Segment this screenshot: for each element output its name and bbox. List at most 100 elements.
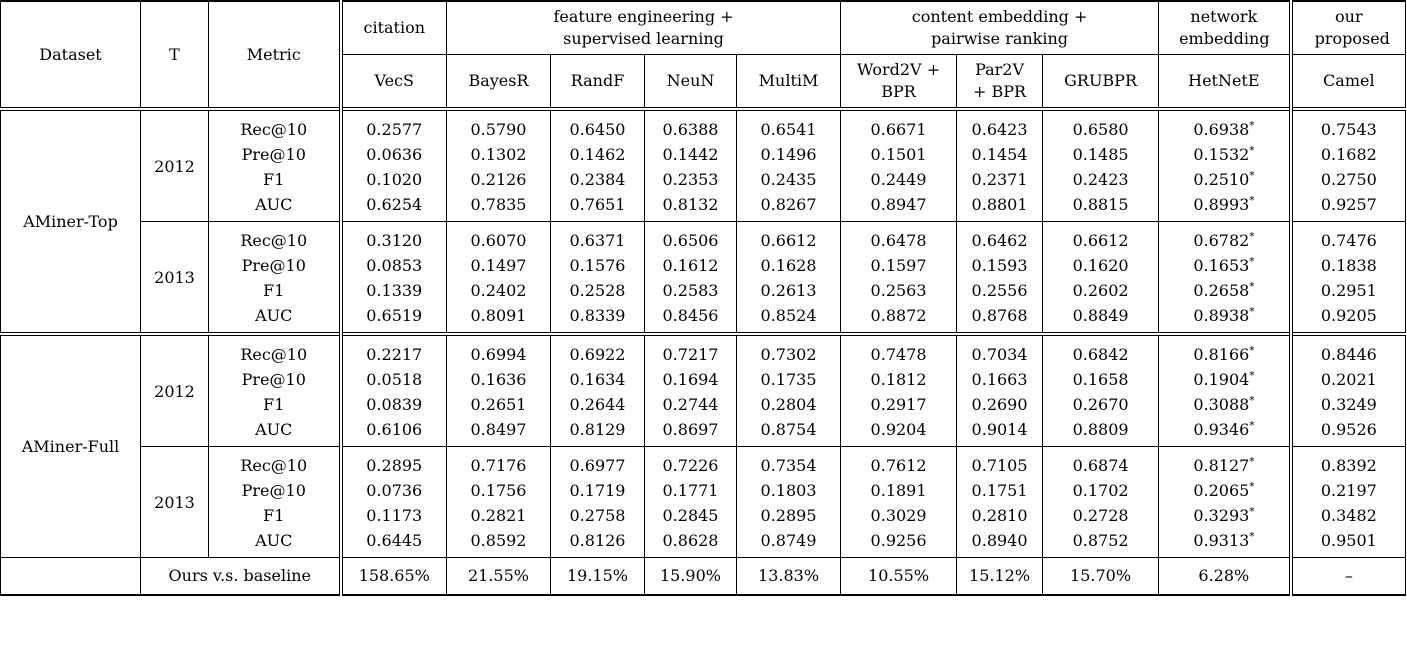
value-cell: 0.2583 [644,278,737,303]
value-cell: 0.1751 [956,478,1043,503]
table-row: 2013 Rec@10 0.3120 0.6070 0.6371 0.6506 0.6612… [1,221,1407,334]
value-cell: 0.2126 [446,167,551,192]
summary-value-cell: 15.12% [956,557,1043,596]
value-cell: 0.8697 [644,417,737,447]
table-row: AUC 0.6106 0.8497 0.8129 0.8697 0.8754 0.9204 0… [1,417,1407,447]
method-header-0: VecS [338,54,447,109]
value-cell: 0.2895 [735,503,841,528]
metric-cell: AUC [208,192,341,222]
value-cell: 0.8768 [956,303,1043,334]
significance-marker: * [1249,145,1255,157]
table-row: F1 0.1173 0.2821 0.2758 0.2845 0.2895 0.3029 0.… [1,503,1407,528]
table-row: F1 0.0839 0.2651 0.2644 0.2744 0.2804 0.2917 0.… [1,392,1407,417]
value-cell: 0.8940 [956,528,1043,558]
value-cell: 0.8127* [1158,446,1291,478]
summary-value-cell: – [1288,557,1407,596]
table-row: AUC 0.6519 0.8091 0.8339 0.8456 0.8524 0.8872 0… [1,303,1407,334]
value-cell: 0.2065* [1158,478,1291,503]
value-cell: 0.2895 [338,446,447,478]
value-cell: 0.2651 [446,392,551,417]
value-cell: 0.6254 [338,192,447,222]
value-cell: 0.1702 [1042,478,1159,503]
group-header-content-embedding: content embedding + pairwise ranking [840,0,1159,55]
table-row: AMiner-Full 2012 Rec@10 0.2217 0.6994 0.6922 0… [0,332,1407,558]
value-cell: 0.8091 [446,303,551,334]
value-cell: 0.3293* [1158,503,1291,528]
best-value-cell: 0.3482 [1288,503,1407,528]
value-cell: 0.2528 [550,278,645,303]
metric-cell: Pre@10 [208,367,341,392]
value-cell: 0.6423 [956,107,1043,142]
table-row: AMiner-Top 2012 Rec@10 0.2577 0.5790 0.6450 0.… [0,107,1407,334]
value-cell: 0.8339 [550,303,645,334]
value-cell: 0.2744 [644,392,737,417]
value-cell: 0.2563 [840,278,957,303]
results-table: Dataset T Metric citation feature engine… [0,0,1407,596]
best-value-cell: 0.9257 [1288,192,1407,222]
value-text: 0.3293 [1193,506,1250,525]
summary-label: Ours v.s. baseline [140,557,341,596]
value-cell: 0.8592 [446,528,551,558]
value-cell: 0.3120 [338,221,447,253]
value-cell: 0.8993* [1158,192,1291,222]
significance-marker: * [1249,170,1255,182]
metric-cell: Pre@10 [208,142,341,167]
value-cell: 0.6506 [644,221,737,253]
value-cell: 0.8754 [735,417,841,447]
table-row: Pre@10 0.0636 0.1302 0.1462 0.1442 0.1496 0.15… [1,142,1407,167]
value-cell: 0.1442 [644,142,737,167]
value-cell: 0.1891 [840,478,957,503]
significance-marker: * [1249,506,1255,518]
value-cell: 0.6519 [338,303,447,334]
significance-marker: * [1249,306,1255,318]
value-cell: 0.2758 [550,503,645,528]
value-cell: 0.1462 [550,142,645,167]
value-cell: 0.6445 [338,528,447,558]
value-cell: 0.8497 [446,417,551,447]
summary-row: Ours v.s. baseline 158.65% 21.55% 19.15% 15.… [0,557,1407,596]
value-cell: 0.1020 [338,167,447,192]
value-cell: 0.6541 [735,107,841,142]
group-header-feature-engineering: feature engineering + supervised learnin… [445,0,841,55]
value-cell: 0.1620 [1042,253,1159,278]
value-cell: 0.1803 [735,478,841,503]
table-row: Pre@10 0.0736 0.1756 0.1719 0.1771 0.1803 0.18… [1,478,1407,503]
best-value-cell: 0.8446 [1288,332,1407,367]
summary-value-cell: 6.28% [1158,557,1291,596]
value-cell: 0.2810 [956,503,1043,528]
table-row: Pre@10 0.0853 0.1497 0.1576 0.1612 0.1628 0.15… [1,253,1407,278]
value-text: 0.9313 [1193,531,1250,550]
best-value-cell: 0.2951 [1288,278,1407,303]
value-cell: 0.6478 [840,221,957,253]
value-cell: 0.6977 [550,446,645,478]
value-cell: 0.1735 [735,367,841,392]
best-value-cell: 0.8392 [1288,446,1407,478]
significance-marker: * [1249,195,1255,207]
summary-value-cell: 158.65% [338,557,447,596]
value-cell: 0.8126 [550,528,645,558]
metric-cell: F1 [208,503,341,528]
t-header: T [140,0,209,109]
dataset-header: Dataset [0,0,141,109]
value-cell: 0.1694 [644,367,737,392]
value-cell: 0.2577 [338,107,447,142]
value-cell: 0.7612 [840,446,957,478]
method-header-3: NeuN [644,54,737,109]
value-cell: 0.7034 [956,332,1043,367]
value-cell: 0.7226 [644,446,737,478]
value-cell: 0.7302 [735,332,841,367]
summary-value-cell: 10.55% [840,557,957,596]
best-value-cell: 0.9501 [1288,528,1407,558]
value-cell: 0.1597 [840,253,957,278]
value-cell: 0.8947 [840,192,957,222]
value-text: 0.8938 [1193,306,1250,325]
metric-cell: AUC [208,303,341,334]
value-cell: 0.7176 [446,446,551,478]
best-value-cell: 0.2750 [1288,167,1407,192]
value-cell: 0.1496 [735,142,841,167]
significance-marker: * [1249,120,1255,132]
value-cell: 0.2402 [446,278,551,303]
value-cell: 0.1812 [840,367,957,392]
method-header-8: HetNetE [1158,54,1291,109]
